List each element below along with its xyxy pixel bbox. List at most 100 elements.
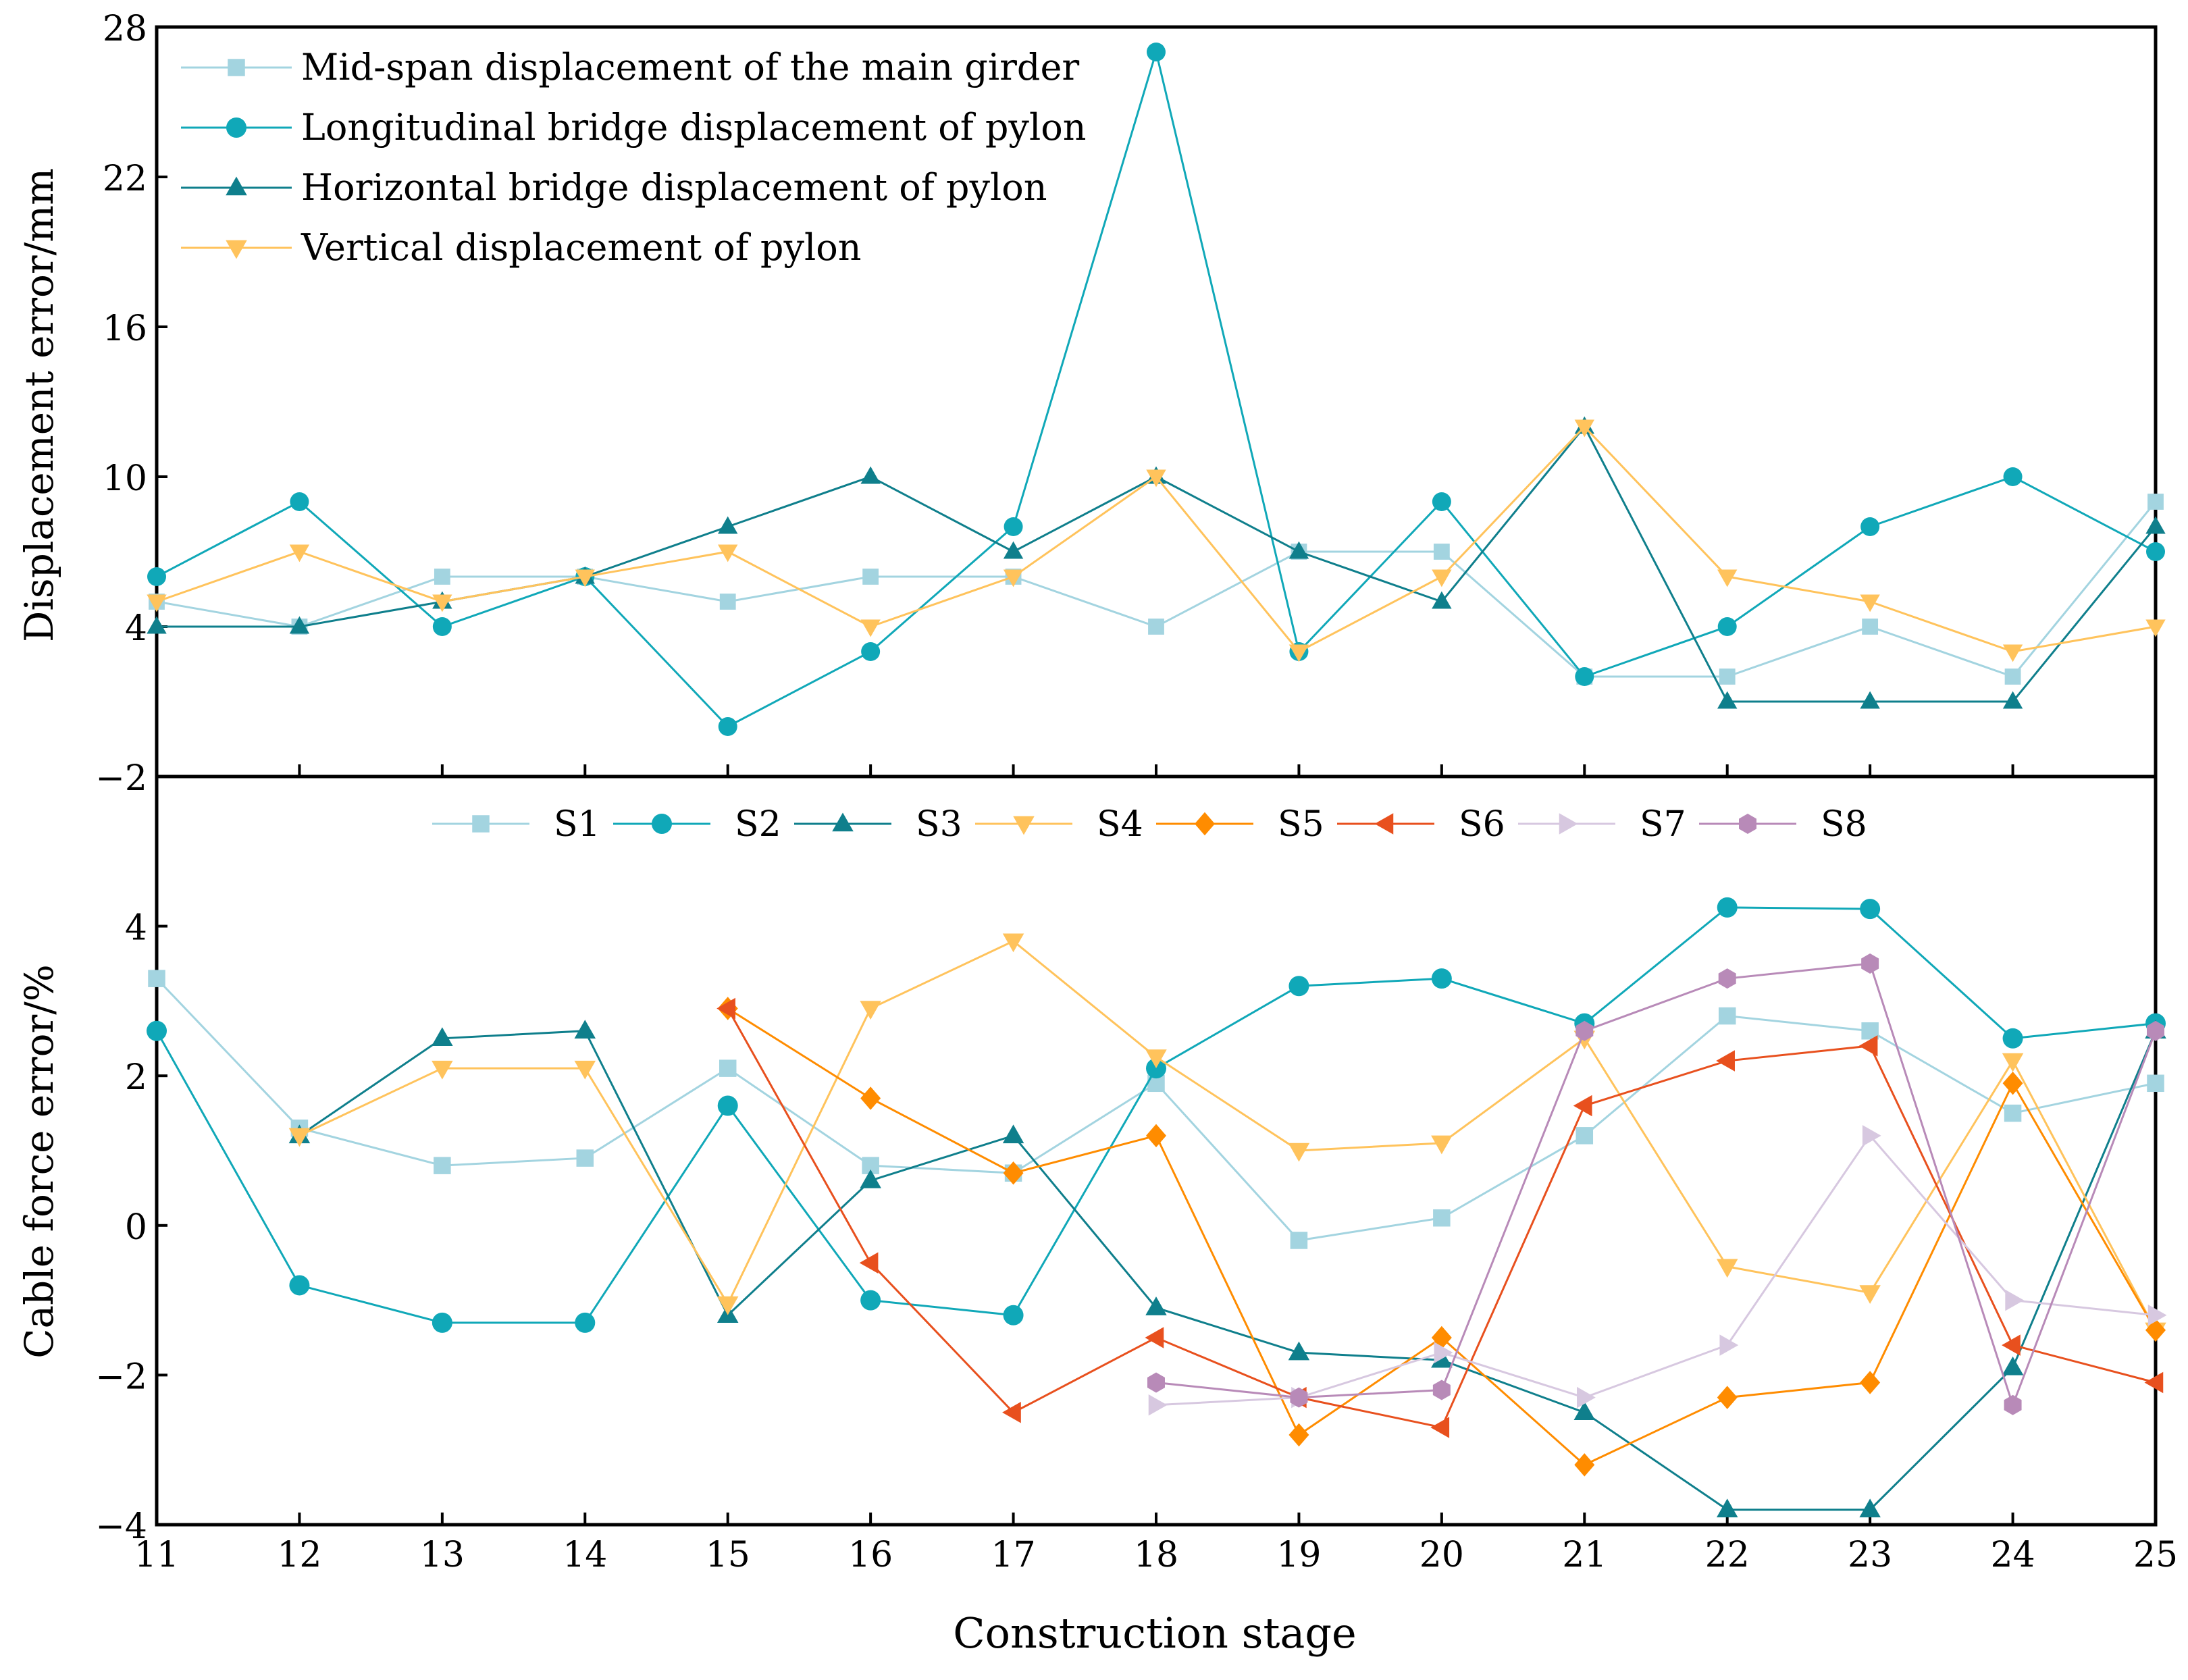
data-point-vertical-displacement-of-pylon xyxy=(575,569,595,587)
data-point-horizontal-bridge-displacement-of-pylon xyxy=(1432,591,1452,609)
data-point-longitudinal-bridge-displacement-of-pylon xyxy=(290,492,309,511)
data-point-s6 xyxy=(1573,1095,1592,1117)
data-point-vertical-displacement-of-pylon xyxy=(1717,569,1738,587)
data-point-s7 xyxy=(1862,1125,1881,1147)
data-point-horizontal-bridge-displacement-of-pylon xyxy=(2145,516,2166,534)
data-point-s4 xyxy=(1716,1259,1738,1278)
data-point-s2 xyxy=(289,1275,310,1296)
series-s5 xyxy=(717,997,2166,1477)
data-point-s2 xyxy=(575,1312,596,1333)
bottom-y-tick-label: 4 xyxy=(125,908,147,949)
data-point-vertical-displacement-of-pylon xyxy=(718,544,738,562)
legend-marker-horizontal-bridge-displacement-of-pylon xyxy=(226,176,247,196)
legend-marker-vertical-displacement-of-pylon xyxy=(226,240,247,259)
data-point-mid-span-displacement-of-the-main-girder xyxy=(1862,619,1879,635)
series-s7 xyxy=(1148,1125,2167,1416)
data-point-s6 xyxy=(2144,1371,2164,1394)
x-tick-label: 11 xyxy=(134,1535,179,1575)
legend-marker-s2 xyxy=(652,814,672,834)
data-point-s3 xyxy=(2002,1356,2024,1375)
series-mid-span-displacement-of-the-main-girder xyxy=(149,494,2164,685)
data-point-longitudinal-bridge-displacement-of-pylon xyxy=(1432,492,1451,511)
bottom-y-axis-label: Cable force error/% xyxy=(16,964,62,1359)
data-point-longitudinal-bridge-displacement-of-pylon xyxy=(432,617,452,636)
x-tick-label: 22 xyxy=(1705,1535,1750,1575)
legend-label: Mid-span displacement of the main girder xyxy=(301,46,1079,88)
series-horizontal-bridge-displacement-of-pylon xyxy=(147,416,2166,709)
x-tick-label: 25 xyxy=(2133,1535,2178,1575)
legend-marker-s1 xyxy=(472,815,490,833)
data-point-horizontal-bridge-displacement-of-pylon xyxy=(1717,691,1738,709)
legend-label: Longitudinal bridge displacement of pylo… xyxy=(301,106,1087,149)
data-point-s1 xyxy=(1718,1007,1736,1025)
data-point-s5 xyxy=(1717,1386,1738,1409)
data-point-horizontal-bridge-displacement-of-pylon xyxy=(1003,541,1024,559)
top-y-axis-label: Displacement error/mm xyxy=(16,168,62,642)
series-line-s3 xyxy=(298,1030,2157,1511)
data-point-s4 xyxy=(432,1060,453,1080)
series-line-s7 xyxy=(1155,1134,2156,1407)
data-point-vertical-displacement-of-pylon xyxy=(860,619,881,637)
data-point-s7 xyxy=(2005,1289,2025,1311)
x-tick-label: 24 xyxy=(1990,1535,2035,1575)
x-tick-label: 16 xyxy=(848,1535,893,1575)
data-point-mid-span-displacement-of-the-main-girder xyxy=(434,569,450,585)
x-tick-label: 13 xyxy=(420,1535,465,1575)
top-legend: Mid-span displacement of the main girder… xyxy=(181,46,1087,269)
series-s6 xyxy=(717,997,2164,1438)
data-point-vertical-displacement-of-pylon xyxy=(2002,644,2023,662)
data-point-s4 xyxy=(1145,1049,1167,1068)
legend-marker-s6 xyxy=(1374,813,1394,835)
data-point-longitudinal-bridge-displacement-of-pylon xyxy=(1147,43,1166,61)
data-point-longitudinal-bridge-displacement-of-pylon xyxy=(1575,667,1594,686)
x-tick-label: 20 xyxy=(1419,1535,1464,1575)
data-point-s8 xyxy=(1147,1372,1165,1393)
bottom-y-tick-label: 0 xyxy=(125,1207,147,1248)
legend-marker-s5 xyxy=(1195,812,1215,836)
top-y-tick-label: 10 xyxy=(103,458,147,499)
series-longitudinal-bridge-displacement-of-pylon xyxy=(147,43,2165,736)
data-point-horizontal-bridge-displacement-of-pylon xyxy=(2002,691,2023,709)
data-point-s5 xyxy=(1860,1371,1881,1394)
series-line-s8 xyxy=(1155,962,2157,1409)
data-point-s5 xyxy=(2002,1072,2023,1095)
data-point-s2 xyxy=(2002,1028,2023,1049)
data-point-longitudinal-bridge-displacement-of-pylon xyxy=(2003,467,2023,486)
data-point-s7 xyxy=(2147,1305,2167,1326)
data-point-s4 xyxy=(574,1060,596,1080)
data-point-s3 xyxy=(1573,1401,1596,1421)
data-point-mid-span-displacement-of-the-main-girder xyxy=(1433,544,1450,560)
data-point-longitudinal-bridge-displacement-of-pylon xyxy=(718,717,737,736)
legend-label: S3 xyxy=(916,804,962,845)
data-point-longitudinal-bridge-displacement-of-pylon xyxy=(2146,542,2165,561)
data-point-s7 xyxy=(1148,1394,1168,1416)
legend-label: Horizontal bridge displacement of pylon xyxy=(301,166,1047,209)
data-point-horizontal-bridge-displacement-of-pylon xyxy=(860,466,881,484)
legend-marker-longitudinal-bridge-displacement-of-pylon xyxy=(226,117,246,138)
data-point-s8 xyxy=(1718,968,1736,989)
data-point-s6 xyxy=(1716,1050,1735,1072)
bottom-y-tick-label: −4 xyxy=(95,1506,147,1547)
data-point-s1 xyxy=(2004,1104,2022,1122)
series-s4 xyxy=(288,933,2166,1342)
bottom-legend: S1 S2 S3 S4 S5 S6 S7 S8 xyxy=(432,804,1867,845)
data-point-s6 xyxy=(1430,1417,1450,1438)
x-tick-label: 23 xyxy=(1848,1535,1892,1575)
data-point-s7 xyxy=(1434,1342,1453,1363)
data-point-vertical-displacement-of-pylon xyxy=(147,594,167,612)
x-tick-label: 21 xyxy=(1562,1535,1607,1575)
legend-label: S8 xyxy=(1821,804,1867,845)
top-y-tick-label: 16 xyxy=(103,309,147,349)
data-point-s3 xyxy=(1859,1498,1881,1518)
data-point-s1 xyxy=(1290,1232,1308,1249)
legend-label: S2 xyxy=(735,804,781,845)
data-point-s8 xyxy=(1432,1380,1451,1400)
legend-label: S6 xyxy=(1459,804,1505,845)
data-point-vertical-displacement-of-pylon xyxy=(289,544,310,562)
data-point-horizontal-bridge-displacement-of-pylon xyxy=(289,616,310,634)
data-point-s6 xyxy=(1858,1035,1878,1057)
legend-marker-s8 xyxy=(1739,814,1756,834)
data-point-s3 xyxy=(1716,1498,1738,1518)
data-point-s4 xyxy=(860,1001,881,1020)
